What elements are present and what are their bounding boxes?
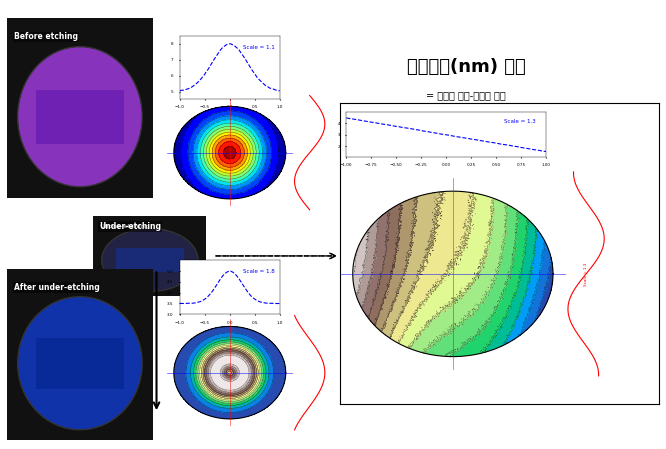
- Text: After under-etching: After under-etching: [14, 283, 100, 292]
- FancyArrowPatch shape: [216, 254, 336, 258]
- Bar: [36, 338, 124, 389]
- Bar: [116, 248, 184, 272]
- Ellipse shape: [18, 297, 143, 430]
- Text: Scale = 1.3: Scale = 1.3: [584, 262, 588, 286]
- Text: Scale = 1.3: Scale = 1.3: [504, 119, 536, 124]
- Bar: [36, 90, 124, 144]
- Text: = 식각전 두께-식각후 두께: = 식각전 두께-식각후 두께: [426, 90, 506, 100]
- Ellipse shape: [18, 47, 143, 187]
- Text: Under-etching: Under-etching: [99, 224, 149, 229]
- Text: 식각깊이(nm) 분포: 식각깊이(nm) 분포: [407, 58, 525, 76]
- Text: Scale = 1.1: Scale = 1.1: [243, 45, 275, 50]
- Ellipse shape: [102, 229, 198, 291]
- Text: Before etching: Before etching: [14, 32, 78, 41]
- Text: Scale = 1.8: Scale = 1.8: [243, 269, 275, 273]
- Text: Under-etching: Under-etching: [99, 222, 161, 231]
